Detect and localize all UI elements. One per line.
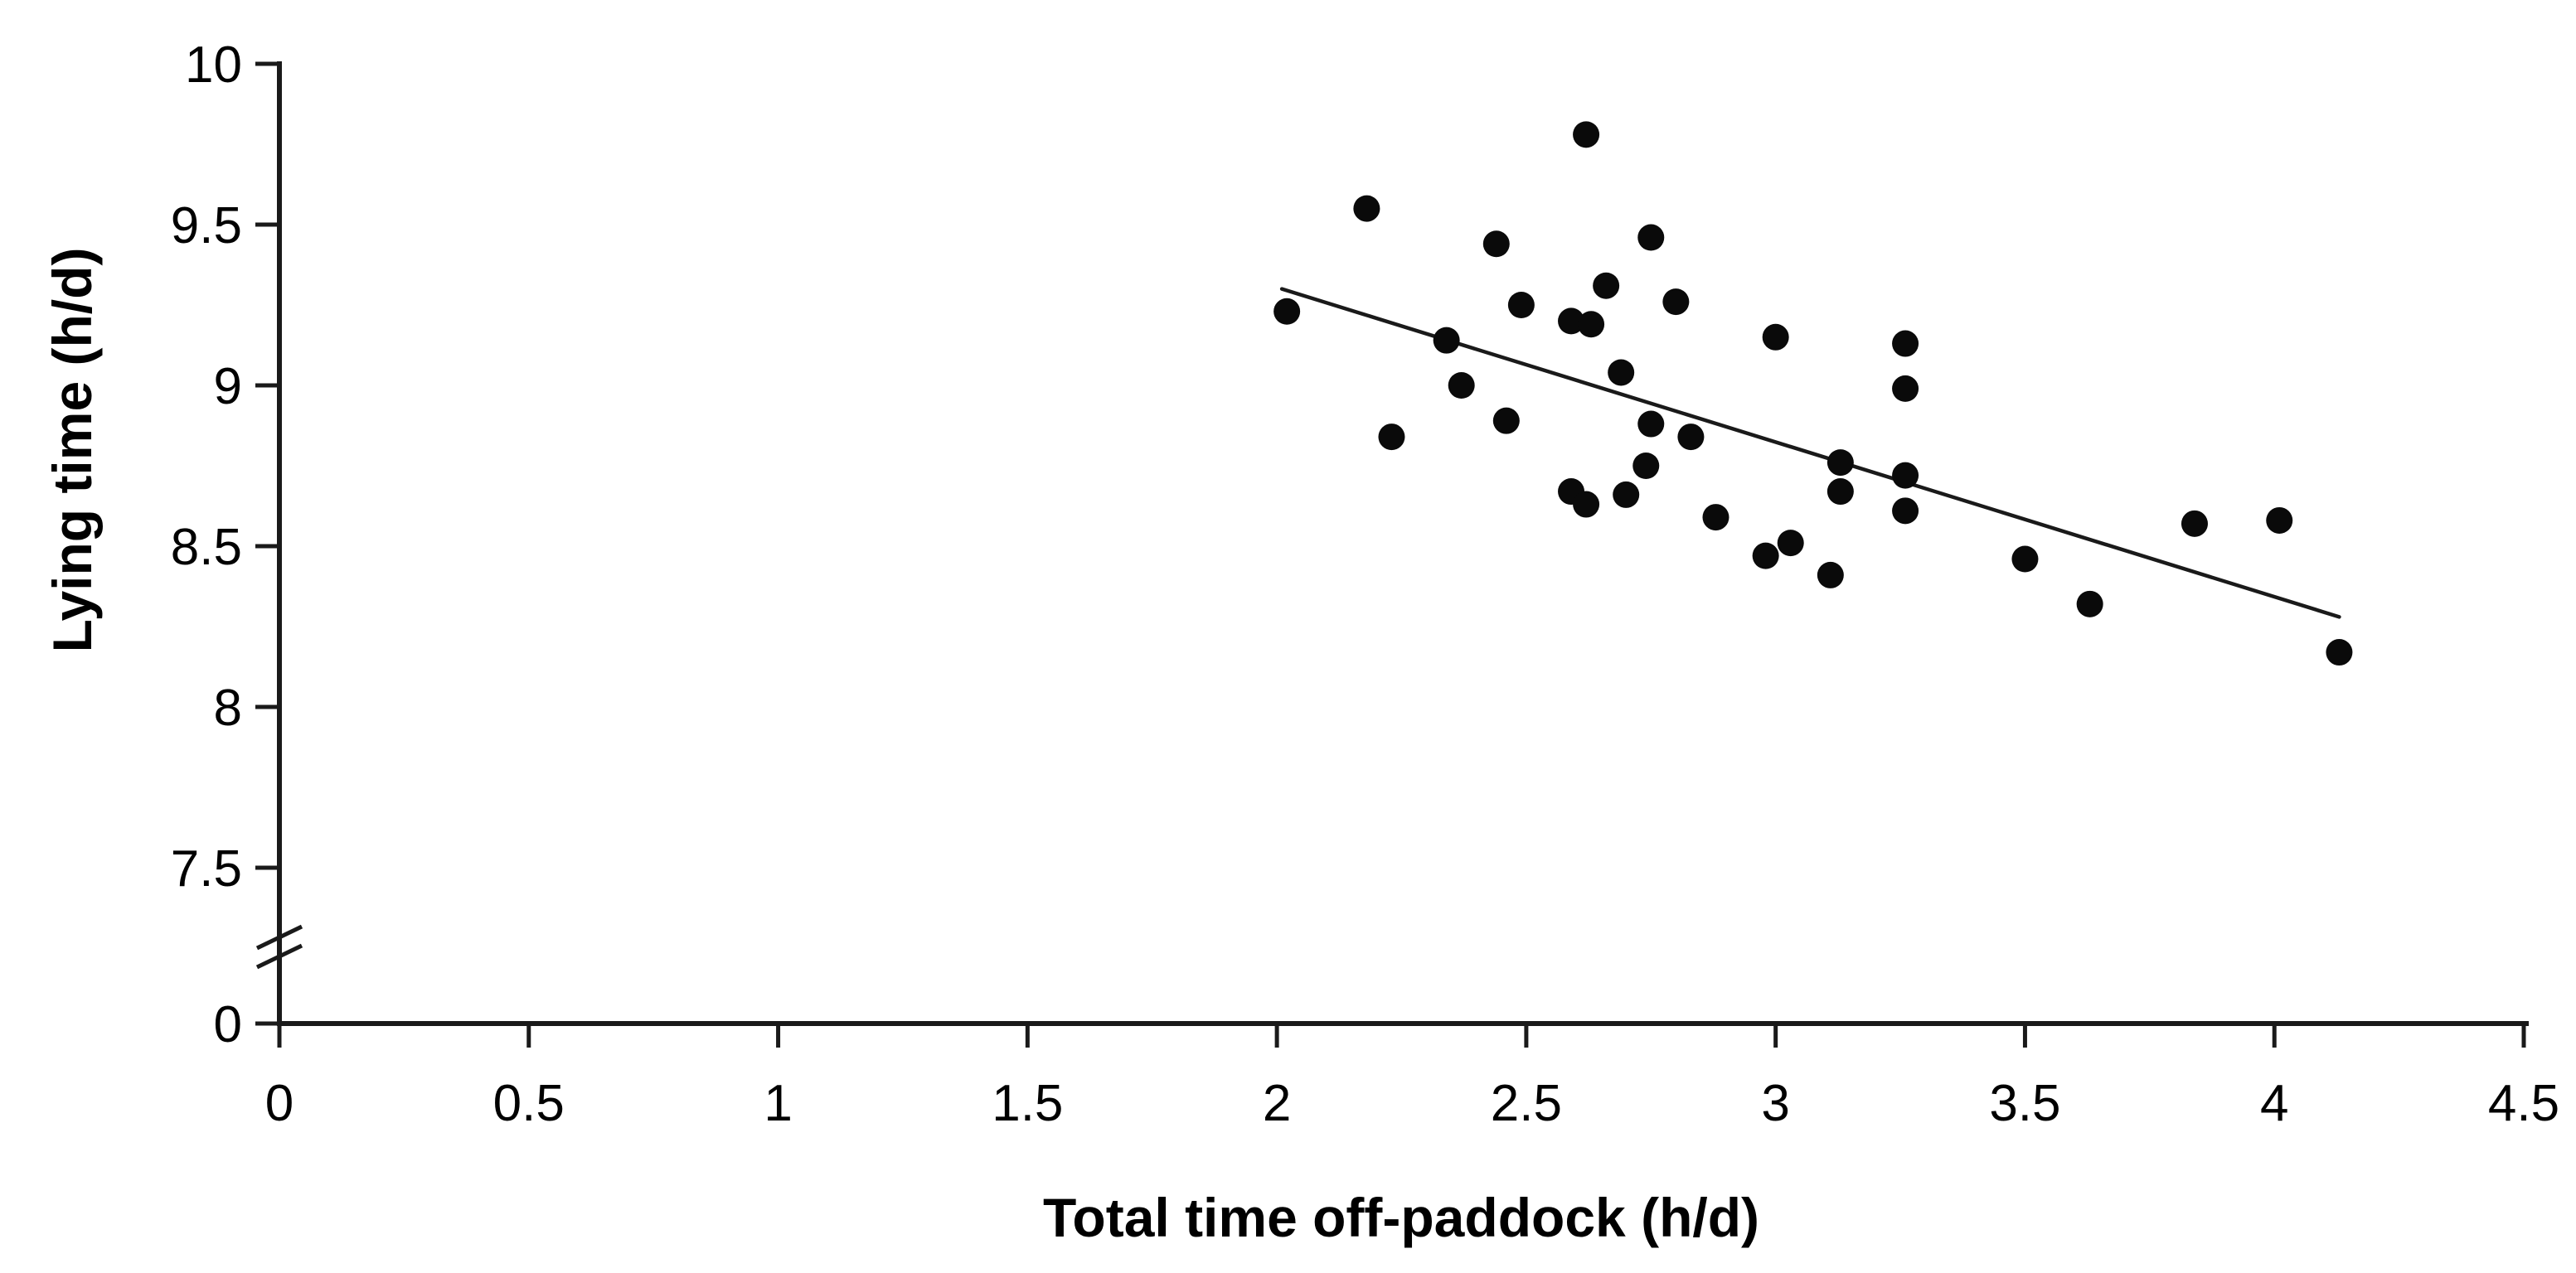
y-tick-label: 8.5 bbox=[171, 519, 242, 576]
data-point bbox=[1573, 491, 1600, 518]
x-tick-label: 0 bbox=[265, 1075, 293, 1132]
data-point bbox=[1892, 330, 1919, 357]
data-point bbox=[2076, 590, 2103, 617]
data-point bbox=[1448, 372, 1475, 399]
y-tick-label: 10 bbox=[185, 36, 242, 94]
data-point bbox=[1378, 424, 1405, 451]
data-point bbox=[1662, 288, 1690, 316]
data-point bbox=[1273, 298, 1301, 325]
y-tick-label: 7.5 bbox=[171, 840, 242, 898]
data-point bbox=[1892, 497, 1919, 525]
x-tick-label: 2.5 bbox=[1491, 1075, 1562, 1132]
data-point bbox=[1507, 292, 1535, 318]
data-point bbox=[1578, 311, 1605, 338]
data-point bbox=[1433, 327, 1460, 354]
data-point bbox=[2181, 510, 2208, 537]
y-tick-label: 0 bbox=[214, 996, 242, 1053]
data-point bbox=[1892, 462, 1919, 489]
data-point bbox=[1637, 410, 1665, 438]
data-point bbox=[1573, 121, 1600, 148]
data-point bbox=[1826, 449, 1854, 477]
y-axis-break-icon bbox=[255, 943, 303, 970]
data-point bbox=[1492, 407, 1520, 434]
x-tick-label: 1 bbox=[764, 1075, 792, 1132]
data-point bbox=[1482, 230, 1510, 258]
x-axis-title: Total time off-paddock (h/d) bbox=[1043, 1187, 1759, 1248]
data-point bbox=[2011, 545, 2039, 573]
data-point bbox=[1817, 561, 1844, 588]
x-tick-label: 3 bbox=[1761, 1075, 1789, 1132]
data-point bbox=[1613, 481, 1640, 508]
x-tick-label: 1.5 bbox=[992, 1075, 1063, 1132]
x-tick-label: 4 bbox=[2260, 1075, 2288, 1132]
data-point bbox=[1677, 424, 1705, 451]
data-point bbox=[1353, 195, 1380, 222]
x-tick-label: 3.5 bbox=[1989, 1075, 2060, 1132]
data-point bbox=[1892, 375, 1919, 402]
y-tick-label: 9 bbox=[214, 358, 242, 415]
y-axis-title: Lying time (h/d) bbox=[41, 248, 103, 653]
data-point bbox=[1608, 359, 1635, 386]
data-point bbox=[1777, 530, 1804, 557]
y-axis-break-icon bbox=[255, 924, 303, 951]
data-point bbox=[1632, 453, 1660, 479]
data-point bbox=[2326, 639, 2353, 666]
x-tick-label: 2 bbox=[1263, 1075, 1291, 1132]
plot-area: 0 0.5 1 1.5 2 2.5 3 3.5 4 4.5 10 9.5 9 8.5 8 7.5 0 bbox=[171, 36, 2559, 1132]
data-point bbox=[1593, 272, 1620, 299]
y-tick-label: 9.5 bbox=[171, 197, 242, 254]
x-tick-label: 4.5 bbox=[2488, 1075, 2559, 1132]
data-point bbox=[1762, 323, 1789, 351]
data-point bbox=[1558, 307, 1585, 335]
data-point bbox=[2266, 506, 2293, 534]
data-point bbox=[1702, 504, 1729, 531]
data-point bbox=[1826, 478, 1854, 506]
data-point bbox=[1637, 224, 1665, 251]
data-point bbox=[1752, 542, 1779, 569]
y-tick-label: 8 bbox=[214, 680, 242, 737]
x-tick-label: 0.5 bbox=[493, 1075, 565, 1132]
